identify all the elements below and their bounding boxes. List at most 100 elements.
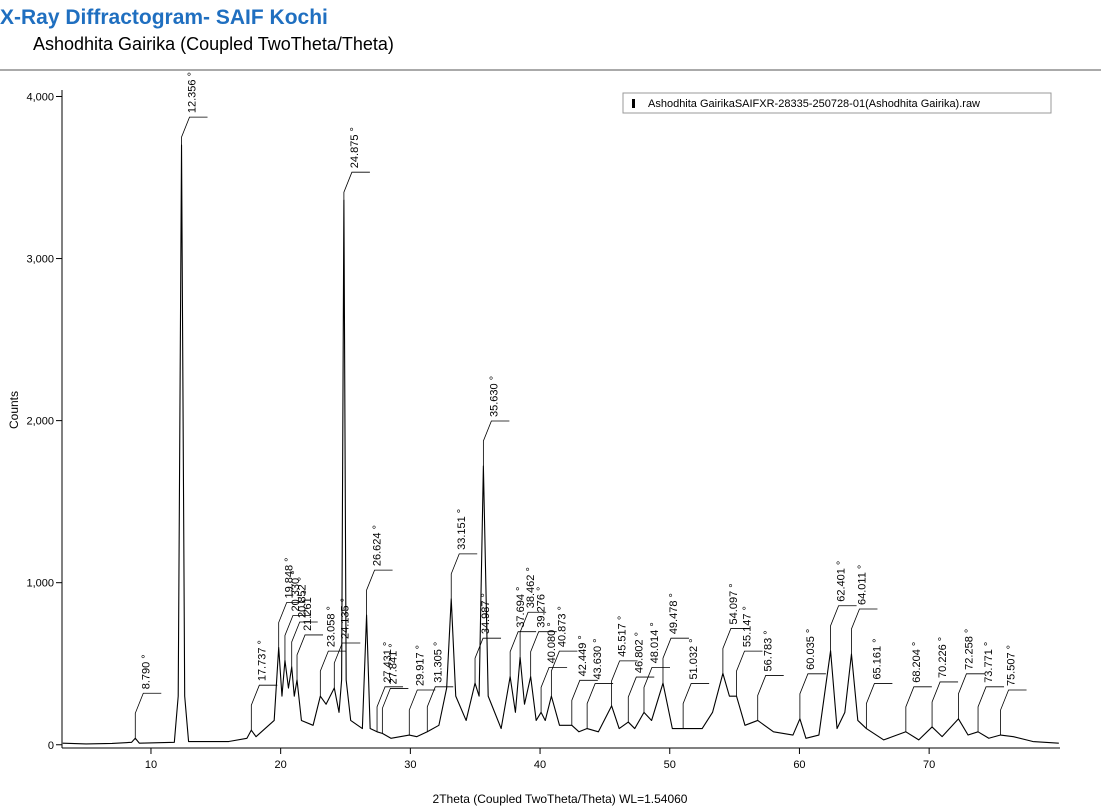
peak-leader: [550, 650, 578, 697]
peak-label: 8.790 °: [140, 654, 152, 689]
peak-leader: [408, 689, 436, 736]
peak-label: 72.258 °: [963, 629, 975, 670]
peak-label: 62.401 °: [836, 561, 848, 602]
peak-leader: [586, 683, 614, 729]
peak-leader: [722, 628, 749, 674]
y-axis-label: Counts: [7, 391, 21, 429]
peak-leader: [736, 650, 763, 697]
peak-leader: [519, 611, 547, 658]
x-axis-label: 2Theta (Coupled TwoTheta/Theta) WL=1.540…: [433, 792, 688, 806]
y-tick-label: 1,000: [26, 578, 54, 590]
x-tick-label: 50: [664, 759, 676, 771]
peak-leader: [333, 642, 361, 689]
peak-leader: [905, 686, 932, 732]
diffractogram-line: [62, 144, 1059, 745]
peak-label: 19.848 °: [284, 557, 296, 598]
peak-leader: [284, 615, 311, 661]
peak-label: 33.151 °: [456, 509, 468, 550]
peak-leader: [958, 673, 985, 719]
peak-label: 40.080 °: [546, 622, 558, 663]
peak-leader: [509, 631, 537, 677]
peak-leader: [977, 686, 1005, 732]
peak-label: 46.802 °: [633, 632, 645, 673]
x-tick-label: 10: [145, 759, 157, 771]
peak-label: 68.204 °: [911, 642, 923, 683]
peak-leader: [319, 650, 347, 697]
peak-label: 37.694 °: [515, 587, 527, 628]
peak-label: 49.478 °: [668, 593, 680, 634]
peak-label: 17.737 °: [256, 640, 268, 681]
peak-label: 26.624 °: [372, 525, 384, 566]
peak-leader: [450, 553, 478, 599]
peak-label: 51.032 °: [688, 638, 700, 679]
legend-box: [622, 92, 1052, 114]
peak-leader: [757, 675, 784, 721]
peak-leader: [381, 688, 409, 734]
peak-label: 64.011 °: [856, 565, 868, 605]
y-tick-label: 4,000: [26, 91, 54, 103]
peak-label: 34.987 °: [480, 593, 492, 634]
peak-label: 70.226 °: [937, 637, 949, 678]
peak-leader: [865, 683, 893, 729]
peak-leader: [830, 605, 857, 651]
peak-leader: [627, 676, 655, 723]
peak-label: 38.462 °: [525, 567, 537, 608]
y-tick-label: 2,000: [26, 416, 54, 428]
peak-leader: [134, 692, 162, 739]
peak-leader: [250, 684, 278, 731]
x-tick-label: 70: [923, 759, 935, 771]
peak-label: 24.135 °: [339, 598, 351, 639]
peak-leader: [343, 171, 370, 201]
peak-label: 35.630 °: [488, 376, 500, 417]
x-tick-label: 60: [793, 759, 805, 771]
peak-leader: [571, 679, 598, 726]
peak-label: 21.261 °: [302, 590, 314, 631]
peak-leader: [851, 608, 878, 654]
peak-label: 43.630 °: [592, 638, 604, 679]
peak-label: 12.356 °: [187, 72, 199, 113]
peak-label: 27.431 °: [382, 642, 394, 683]
peak-label: 20.330 °: [290, 570, 302, 611]
peak-label: 29.917 °: [414, 645, 426, 686]
peak-label: 55.147 °: [742, 606, 754, 647]
chart-title: Ashodhita Gairika (Coupled TwoTheta/Thet…: [33, 34, 394, 54]
peak-label: 27.841 °: [387, 643, 399, 684]
peak-label: 65.161 °: [871, 638, 883, 679]
peak-leader: [482, 420, 510, 466]
y-tick-label: 3,000: [26, 254, 54, 266]
peak-leader: [682, 683, 710, 729]
peak-label: 23.058 °: [325, 606, 337, 647]
peak-leader: [278, 602, 305, 648]
peak-label: 56.783 °: [763, 630, 775, 671]
peak-leader: [530, 631, 557, 677]
peak-label: 45.517 °: [617, 616, 629, 657]
peak-leader: [931, 681, 959, 727]
peak-label: 73.771 °: [983, 642, 995, 683]
peak-leader: [376, 686, 404, 732]
peak-label: 20.852 °: [297, 577, 309, 618]
peak-leader: [799, 673, 826, 719]
peak-leader: [291, 621, 318, 667]
peak-leader: [1000, 689, 1027, 736]
y-tick-label: 0: [48, 740, 54, 752]
peak-leader: [611, 660, 638, 706]
peak-label: 40.873 °: [556, 606, 568, 647]
page-header: X-Ray Diffractogram- SAIF Kochi: [0, 6, 328, 29]
peak-leader: [181, 116, 208, 146]
peak-label: 60.035 °: [805, 629, 817, 670]
x-tick-label: 40: [534, 759, 546, 771]
peak-label: 48.014 °: [649, 622, 661, 663]
peak-label: 31.305 °: [432, 642, 444, 683]
peak-leader: [540, 666, 568, 713]
peak-label: 39.276 °: [536, 587, 548, 628]
peak-leader: [366, 569, 393, 616]
peak-leader: [296, 634, 324, 680]
peak-leader: [426, 686, 454, 732]
peak-leader: [643, 666, 670, 713]
peak-label: 54.097 °: [728, 583, 740, 624]
peak-label: 42.449 °: [577, 635, 589, 676]
peak-leader: [474, 637, 502, 684]
peak-leader: [662, 637, 689, 684]
